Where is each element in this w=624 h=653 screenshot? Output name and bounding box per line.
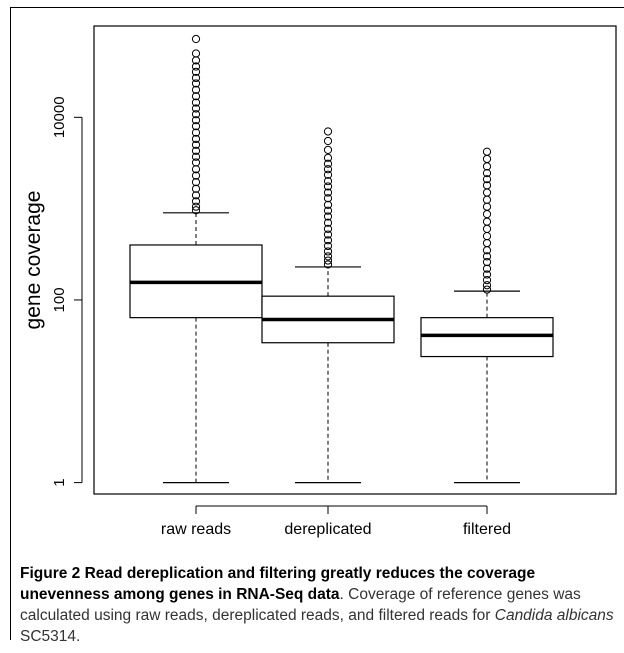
outlier-point: [191, 49, 201, 58]
caption-text-end: SC5314.: [20, 628, 81, 645]
outlier-point: [482, 224, 492, 233]
outlier-point: [482, 281, 492, 290]
caption-text: . Coverage of reference genes was calcul…: [20, 586, 581, 624]
outlier-point: [482, 181, 492, 190]
outlier-point: [323, 153, 333, 162]
outlier-point: [323, 127, 333, 136]
outlier-point: [191, 128, 201, 137]
outlier-point: [191, 134, 201, 144]
outlier-point: [323, 252, 333, 261]
outlier-point: [482, 188, 492, 197]
outlier-point: [482, 162, 492, 171]
outlier-point: [323, 194, 333, 203]
outlier-point: [191, 202, 201, 211]
outlier-point: [323, 218, 333, 227]
outlier-point: [191, 122, 201, 131]
outlier-point: [191, 140, 201, 149]
outlier-point: [482, 257, 492, 267]
outlier-point: [191, 206, 201, 215]
outlier-point: [191, 178, 201, 187]
outlier-point: [323, 188, 333, 197]
iqr-box: [420, 317, 554, 358]
outlier-point: [323, 236, 333, 245]
y-axis: 1 100 10000: [51, 96, 83, 487]
outlier-point: [191, 146, 201, 155]
outlier-point: [191, 116, 201, 125]
figure-caption: Figure 2 Read dereplication and filterin…: [20, 563, 616, 647]
outlier-point: [191, 67, 201, 76]
frame-left-border: [10, 7, 11, 640]
outlier-point: [482, 175, 492, 184]
outlier-point: [482, 275, 492, 285]
frame-top-border: [10, 7, 624, 8]
outlier-point: [191, 184, 201, 193]
outlier-point: [323, 145, 333, 154]
x-axis: raw reads dereplicated filtered: [161, 505, 511, 538]
outlier-point: [323, 230, 333, 239]
outlier-point: [191, 110, 201, 119]
outlier-point: [482, 210, 492, 219]
outlier-point: [482, 168, 492, 178]
x-tick-label: dereplicated: [284, 521, 371, 538]
outlier-point: [482, 147, 492, 156]
outlier-point: [191, 171, 201, 180]
box-2: [261, 127, 395, 484]
y-tick-label: 1: [51, 478, 68, 486]
outlier-point: [323, 177, 333, 186]
outlier-point: [482, 285, 492, 294]
outlier-point: [482, 202, 492, 211]
outlier-point: [323, 182, 333, 191]
outlier-point: [191, 92, 201, 101]
outlier-point: [191, 158, 201, 167]
outlier-point: [323, 136, 333, 146]
outlier-point: [191, 191, 201, 200]
caption-label: Figure 2: [20, 565, 81, 582]
outlier-point: [482, 238, 492, 248]
outlier-point: [323, 256, 333, 265]
outlier-point: [482, 217, 492, 226]
outlier-point: [323, 260, 333, 269]
outlier-point: [323, 206, 333, 215]
outlier-point: [482, 264, 492, 273]
outlier-point: [191, 73, 201, 83]
plot-area: [93, 25, 617, 495]
outlier-point: [323, 247, 333, 256]
outlier-point: [482, 232, 492, 241]
outlier-point: [482, 252, 492, 261]
outlier-point: [191, 152, 201, 161]
outlier-point: [482, 270, 492, 279]
outlier-point: [323, 224, 333, 233]
caption-species: Candida albicans: [494, 607, 614, 624]
x-tick-label: filtered: [463, 521, 511, 538]
outlier-point: [191, 85, 201, 94]
outlier-point: [323, 159, 333, 168]
outlier-point: [482, 195, 492, 204]
outlier-point: [191, 62, 201, 71]
outlier-point: [191, 104, 201, 113]
x-tick-label: raw reads: [161, 521, 231, 538]
box-series: [129, 34, 554, 484]
outlier-point: [191, 34, 201, 44]
box-1: [129, 34, 263, 484]
outlier-point: [323, 170, 333, 179]
outlier-point: [191, 79, 201, 88]
outlier-point: [191, 98, 201, 107]
outlier-point: [191, 197, 201, 206]
y-axis-label: gene coverage: [22, 191, 45, 330]
outlier-point: [323, 200, 333, 209]
y-tick-label: 100: [51, 287, 68, 312]
outlier-point: [482, 154, 492, 164]
outlier-point: [323, 165, 333, 174]
outlier-point: [323, 212, 333, 221]
caption-title: Read dereplication and filtering greatly…: [20, 565, 536, 603]
outlier-point: [323, 241, 333, 251]
box-3: [420, 147, 554, 484]
y-tick-label: 10000: [51, 96, 68, 138]
